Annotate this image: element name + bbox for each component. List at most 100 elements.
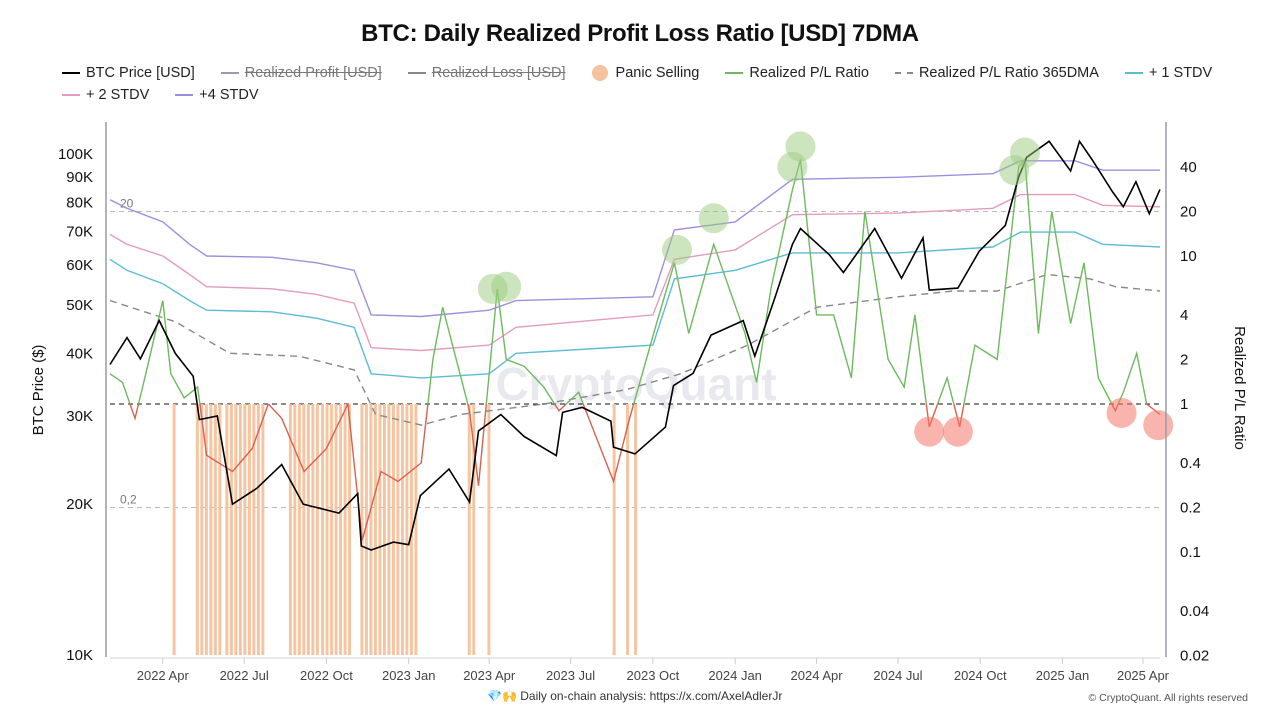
legend-line-icon bbox=[407, 72, 426, 74]
axes: 10K 20K 30K 40K 50K 60K 70K 80K 90K 100K 0.02 0.04 0… bbox=[30, 122, 1248, 683]
panic-selling-bar bbox=[373, 404, 377, 655]
x-tick-label: 2023 Oct bbox=[627, 668, 680, 683]
panic-selling-bar bbox=[225, 404, 229, 655]
panic-selling-bar bbox=[626, 404, 630, 655]
legend-item[interactable]: + 1 STDV bbox=[1124, 65, 1213, 81]
panic-selling-bar bbox=[414, 404, 418, 655]
chart-legend: BTC Price [USD] Realized Profit [USD] Real… bbox=[62, 62, 1242, 106]
panic-selling-bar bbox=[348, 404, 352, 655]
legend-label: Realized Loss [USD] bbox=[431, 65, 566, 81]
legend-line-icon bbox=[894, 72, 913, 74]
panic-selling-bar bbox=[261, 404, 265, 655]
y-left-axis-title: BTC Price ($) bbox=[30, 345, 47, 436]
panic-selling-bar bbox=[238, 404, 242, 655]
panic-selling-bar bbox=[213, 404, 217, 655]
x-tick-label: 2023 Jul bbox=[546, 668, 595, 683]
pl-ratio-profit-line bbox=[565, 391, 584, 405]
y-left-tick-label: 40K bbox=[66, 345, 93, 362]
panic-selling-bar bbox=[256, 404, 260, 655]
legend-item[interactable]: Realized P/L Ratio bbox=[725, 65, 869, 81]
watermark: CryptoQuant bbox=[495, 358, 776, 410]
x-tick-label: 2025 Jan bbox=[1036, 668, 1090, 683]
pl-ratio-loss-line bbox=[554, 403, 567, 412]
overheated-marker bbox=[491, 271, 522, 302]
legend-item[interactable]: Realized Loss [USD] bbox=[407, 65, 566, 81]
legend-line-icon bbox=[175, 94, 194, 96]
legend-line-icon bbox=[62, 94, 80, 96]
panic-selling-bar bbox=[315, 404, 319, 655]
legend-label: +4 STDV bbox=[199, 87, 259, 103]
y-right-tick-label: 0.02 bbox=[1180, 647, 1209, 664]
panic-selling-bar bbox=[311, 404, 315, 655]
y-right-axis-title: Realized P/L Ratio bbox=[1231, 326, 1248, 450]
panic-selling-bar bbox=[400, 404, 404, 655]
panic-selling-bar bbox=[369, 404, 373, 655]
y-right-tick-label: 10 bbox=[1180, 248, 1197, 265]
legend-line-icon bbox=[220, 72, 239, 74]
panic-selling-bar bbox=[334, 404, 338, 655]
overheated-marker bbox=[698, 203, 729, 234]
panic-selling-bar bbox=[243, 404, 247, 655]
panic-selling-bar bbox=[302, 404, 306, 655]
panic-selling-bar bbox=[382, 404, 386, 655]
panic-selling-bar bbox=[405, 404, 409, 655]
panic-selling-bar bbox=[200, 404, 204, 655]
diamond-hands-icon: 💎🙌 bbox=[487, 689, 517, 703]
overheated-marker bbox=[1009, 137, 1040, 168]
panic-selling-bar bbox=[321, 404, 325, 655]
panic-selling-bar bbox=[293, 404, 297, 655]
y-left-tick-label: 70K bbox=[66, 224, 93, 241]
y-right-tick-label: 1 bbox=[1180, 396, 1188, 413]
panic-selling-bar bbox=[343, 404, 347, 655]
x-tick-label: 2022 Oct bbox=[300, 668, 353, 683]
panic-selling-bar bbox=[325, 404, 329, 655]
legend-item[interactable]: BTC Price [USD] bbox=[62, 65, 195, 81]
y-right-tick-label: 0.4 bbox=[1180, 455, 1201, 472]
panic-selling-bar bbox=[195, 404, 199, 655]
legend-dot-icon bbox=[591, 65, 608, 81]
analysis-link[interactable]: Daily on-chain analysis: https://x.com/A… bbox=[520, 689, 783, 703]
y-left-tick-label: 10K bbox=[66, 647, 93, 664]
legend-item[interactable]: +4 STDV bbox=[175, 87, 259, 103]
pl-ratio-profit-line bbox=[137, 300, 201, 405]
x-tick-label: 2024 Jul bbox=[873, 668, 922, 683]
legend-item[interactable]: Panic Selling bbox=[591, 65, 700, 81]
panic-selling-bar bbox=[288, 404, 292, 655]
y-left-tick-label: 90K bbox=[66, 169, 93, 186]
legend-label: + 1 STDV bbox=[1148, 65, 1213, 81]
1-stdv-line bbox=[109, 231, 1161, 379]
panic-selling-bar bbox=[612, 404, 616, 655]
pl-ratio-profit-line bbox=[109, 373, 131, 405]
panic-selling-bar bbox=[339, 404, 343, 655]
panic-marker bbox=[942, 416, 973, 447]
legend-label: + 2 STDV bbox=[86, 87, 150, 103]
panic-marker bbox=[1106, 397, 1137, 428]
legend-label: Realized P/L Ratio 365DMA bbox=[918, 65, 1099, 81]
panic-selling-bar bbox=[634, 404, 638, 655]
panic-selling-bar bbox=[364, 404, 368, 655]
legend-label: Panic Selling bbox=[615, 65, 700, 81]
panic-selling-bar bbox=[204, 404, 208, 655]
pl-ratio-profit-line bbox=[427, 307, 469, 405]
y-left-tick-label: 50K bbox=[66, 297, 93, 314]
legend-item[interactable]: Realized Profit [USD] bbox=[220, 65, 382, 81]
4-stdv-line bbox=[109, 160, 1160, 318]
legend-label: Realized Profit [USD] bbox=[244, 65, 382, 81]
panic-selling-bar bbox=[396, 404, 400, 655]
legend-line-icon bbox=[62, 72, 80, 74]
y-left-tick-label: 20K bbox=[66, 496, 93, 513]
y-right-tick-label: 20 bbox=[1180, 203, 1197, 220]
footer-analysis: 💎🙌 Daily on-chain analysis: https://x.co… bbox=[487, 689, 782, 703]
panic-selling-bar bbox=[209, 404, 213, 655]
watermark-text: CryptoQuant bbox=[495, 358, 776, 410]
2-stdv-line bbox=[109, 193, 1161, 352]
pl-ratio-profit-line bbox=[936, 375, 955, 405]
legend-item[interactable]: + 2 STDV bbox=[62, 87, 149, 103]
x-tick-label: 2023 Jan bbox=[382, 668, 436, 683]
x-tick-label: 2023 Apr bbox=[463, 668, 516, 683]
legend-item[interactable]: Realized P/L Ratio 365DMA bbox=[894, 65, 1099, 81]
legend-label: Realized P/L Ratio bbox=[749, 65, 869, 81]
pl-ratio-profit-line bbox=[1117, 350, 1148, 405]
panic-selling-bar bbox=[409, 404, 413, 655]
panic-selling-bar bbox=[467, 404, 471, 655]
